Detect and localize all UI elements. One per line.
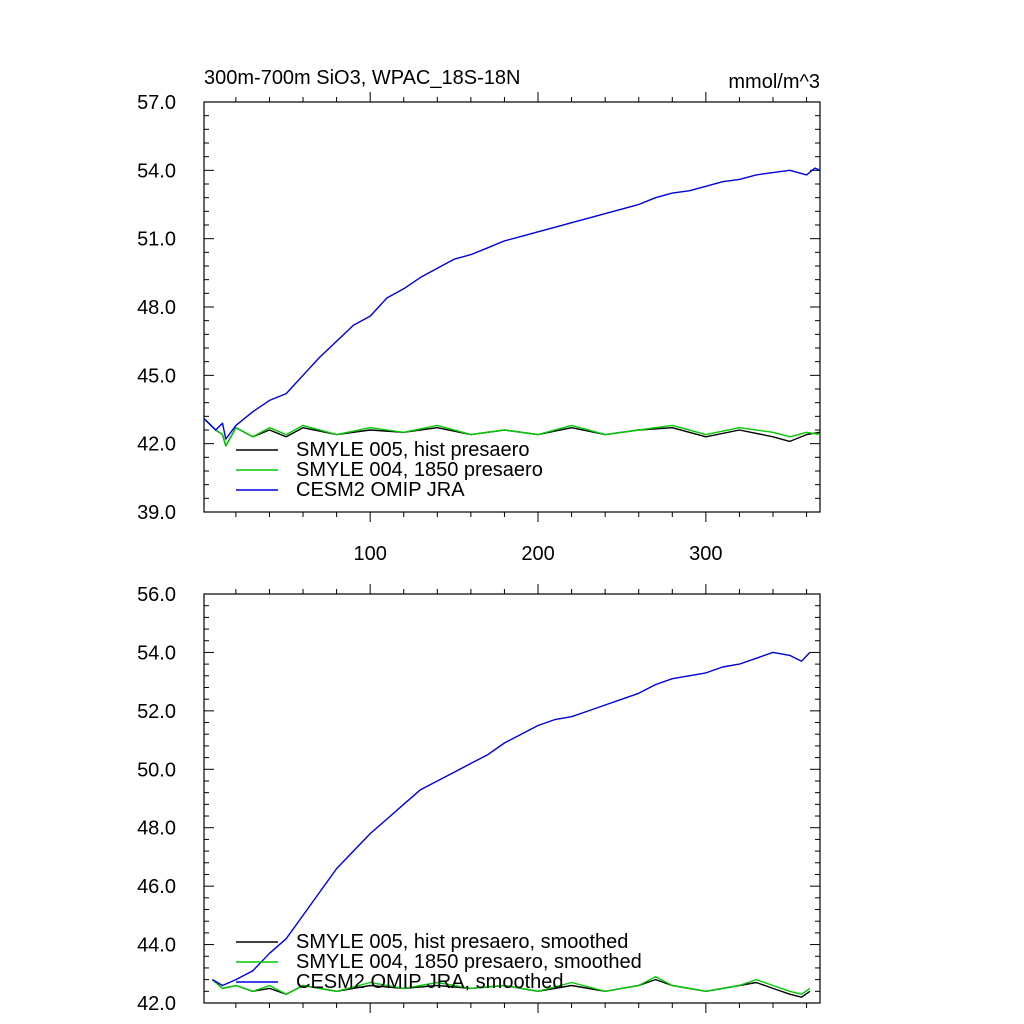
y-tick-label: 51.0 xyxy=(137,229,176,251)
y-tick-label: 45.0 xyxy=(137,365,176,387)
series-line xyxy=(212,651,811,987)
y-tick-label: 57.0 xyxy=(137,92,176,114)
y-tick-label: 44.0 xyxy=(137,935,176,957)
y-tick-label: 48.0 xyxy=(137,297,176,319)
panel-title: 300m-700m SiO3, WPAC_18S-18N xyxy=(204,67,520,89)
y-tick-label: 56.0 xyxy=(137,584,176,606)
bottom-panel: 42.0 44.0 46.0 48.0 50.0 52.0 54.0 56.0 SMYLE 00… xyxy=(137,584,821,1015)
y-tick-label: 54.0 xyxy=(137,642,176,664)
x-tick-label: 100 xyxy=(353,543,386,565)
units-label: mmol/m^3 xyxy=(728,71,820,93)
y-tick-label: 46.0 xyxy=(137,876,176,898)
y-tick-label: 52.0 xyxy=(137,701,176,723)
series-line xyxy=(211,976,811,995)
legend-label: CESM2 OMIP JRA xyxy=(296,479,465,501)
legend-label: SMYLE 004, 1850 presaero, smoothed xyxy=(296,951,642,973)
series-line xyxy=(203,418,821,447)
x-tick-label: 200 xyxy=(521,543,554,565)
legend-label: CESM2 OMIP JRA, smoothed xyxy=(296,971,564,993)
plot-frame xyxy=(203,593,821,1004)
legend-label: SMYLE 005, hist presaero xyxy=(296,439,529,461)
y-tick-label: 42.0 xyxy=(137,434,176,456)
top-panel: 300m-700m SiO3, WPAC_18S-18N mmol/m^3 39… xyxy=(137,67,821,565)
x-tick-label: 300 xyxy=(689,543,722,565)
y-tick-label: 42.0 xyxy=(137,993,176,1015)
y-tick-label: 50.0 xyxy=(137,759,176,781)
legend-label: SMYLE 005, hist presaero, smoothed xyxy=(296,931,628,953)
series-line xyxy=(203,167,821,440)
legend-label: SMYLE 004, 1850 presaero xyxy=(296,459,543,481)
y-tick-label: 39.0 xyxy=(137,502,176,524)
y-tick-label: 54.0 xyxy=(137,160,176,182)
y-tick-label: 48.0 xyxy=(137,818,176,840)
